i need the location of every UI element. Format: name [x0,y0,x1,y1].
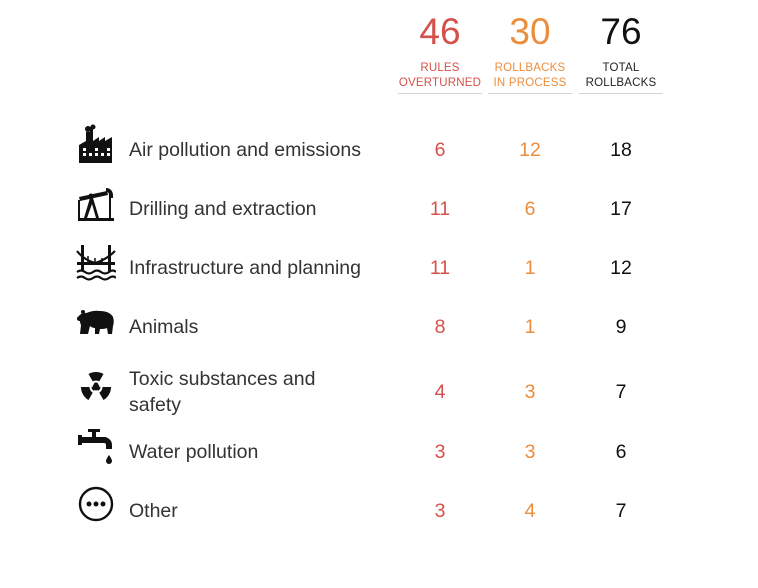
header-overturned: 46 RULES OVERTURNED [398,8,482,94]
total-value: 7 [615,381,627,403]
in-process-label: ROLLBACKS IN PROCESS [493,62,567,89]
in-process-value: 6 [524,198,536,220]
header-total: 76 TOTAL ROLLBACKS [579,8,663,94]
overturned-value: 3 [434,500,446,522]
bear-icon [76,300,116,342]
overturned-total: 46 [419,11,461,52]
total-count: 76 [600,11,642,52]
table-row: Animals 8 1 9 [0,302,758,352]
table-row: Toxic substances and safety 4 3 7 [0,365,758,419]
category-label: Toxic substances and safety [129,368,316,416]
category-label: Drilling and extraction [129,198,317,220]
in-process-value: 12 [519,139,541,161]
total-value: 9 [615,316,627,338]
overturned-value: 8 [434,316,446,338]
in-process-value: 3 [524,381,536,403]
total-value: 18 [610,139,632,161]
in-process-value: 1 [524,316,536,338]
oil-pump-icon [76,182,116,224]
total-value: 7 [615,500,627,522]
table-row: Infrastructure and planning 11 1 12 [0,243,758,293]
category-label: Water pollution [129,441,259,463]
bridge-icon [76,241,116,283]
in-process-value: 4 [524,500,536,522]
overturned-value: 11 [429,257,451,279]
more-icon [76,484,116,526]
overturned-value: 11 [429,198,451,220]
table-row: Other 3 4 7 [0,486,758,536]
in-process-total: 30 [509,11,551,52]
category-label: Infrastructure and planning [129,257,361,279]
total-label: TOTAL ROLLBACKS [585,62,657,89]
header-divider [488,93,572,94]
header-in-process: 30 ROLLBACKS IN PROCESS [488,8,572,94]
overturned-label: RULES OVERTURNED [398,62,482,89]
overturned-value: 3 [434,441,446,463]
total-value: 17 [610,198,632,220]
header-divider [398,93,482,94]
table-row: Air pollution and emissions 6 12 18 [0,123,758,175]
in-process-value: 1 [524,257,536,279]
factory-icon [76,123,116,165]
total-value: 12 [610,257,632,279]
faucet-icon [76,425,116,467]
header-divider [579,93,663,94]
radiation-icon [76,365,116,407]
category-label: Animals [129,316,199,338]
category-label: Air pollution and emissions [129,139,361,161]
category-label: Other [129,500,178,522]
table-row: Water pollution 3 3 6 [0,427,758,477]
in-process-value: 3 [524,441,536,463]
total-value: 6 [615,441,627,463]
table-row: Drilling and extraction 11 6 17 [0,184,758,234]
overturned-value: 6 [434,139,446,161]
overturned-value: 4 [434,381,446,403]
